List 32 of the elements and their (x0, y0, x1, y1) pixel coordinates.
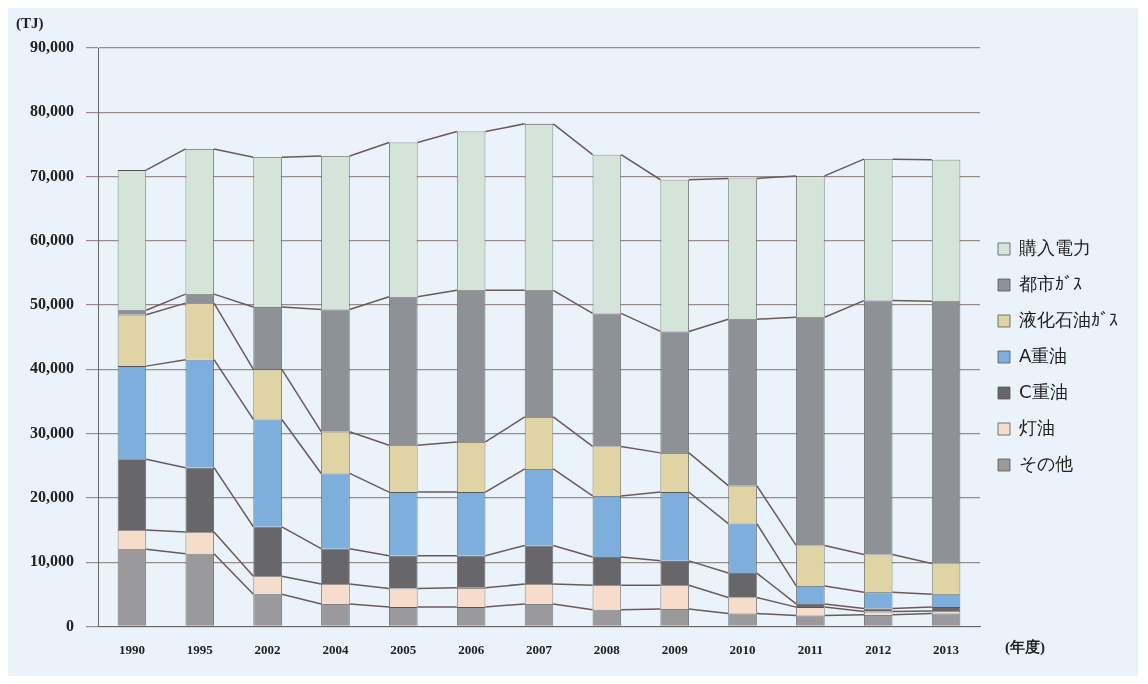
legend-label: C重油 (1019, 380, 1068, 402)
x-tick-label: 2006 (458, 641, 485, 657)
x-axis-title: (年度) (1005, 638, 1045, 657)
x-tick-label: 2013 (933, 641, 960, 657)
legend-label: 都市ｶﾞｽ (1019, 272, 1082, 294)
legend-label: A重油 (1019, 344, 1068, 366)
x-tick-label: 2005 (390, 641, 417, 657)
y-tick-label: 60,000 (30, 230, 74, 248)
y-tick-label: 50,000 (30, 295, 74, 313)
y-tick-label: 20,000 (30, 488, 74, 506)
x-tick-label: 2008 (593, 641, 621, 657)
x-tick-label: 2002 (254, 641, 281, 657)
y-axis-title: (TJ) (16, 14, 44, 32)
x-tick-label: 1990 (118, 641, 145, 657)
y-tick-label: 90,000 (30, 38, 74, 56)
y-tick-label: 10,000 (30, 552, 74, 570)
x-tick-label: 2004 (322, 641, 349, 657)
y-tick-label: 80,000 (30, 102, 74, 120)
y-tick-label: 30,000 (30, 423, 74, 441)
x-tick-label: 2012 (865, 641, 892, 657)
legend-label: その他 (1019, 452, 1073, 474)
y-tick-label: 40,000 (30, 359, 74, 377)
legend-label: 液化石油ｶﾞｽ (1019, 308, 1118, 330)
legend-label: 灯油 (1019, 416, 1055, 438)
x-tick-label: 2009 (661, 641, 689, 657)
x-tick-label: 1995 (186, 641, 214, 657)
legend-label: 購入電力 (1019, 236, 1091, 258)
y-tick-label: 70,000 (30, 166, 74, 184)
y-tick-label: 0 (66, 616, 74, 634)
x-tick-label: 2010 (729, 641, 756, 657)
x-tick-label: 2011 (797, 641, 824, 657)
x-tick-label: 2007 (526, 641, 553, 657)
